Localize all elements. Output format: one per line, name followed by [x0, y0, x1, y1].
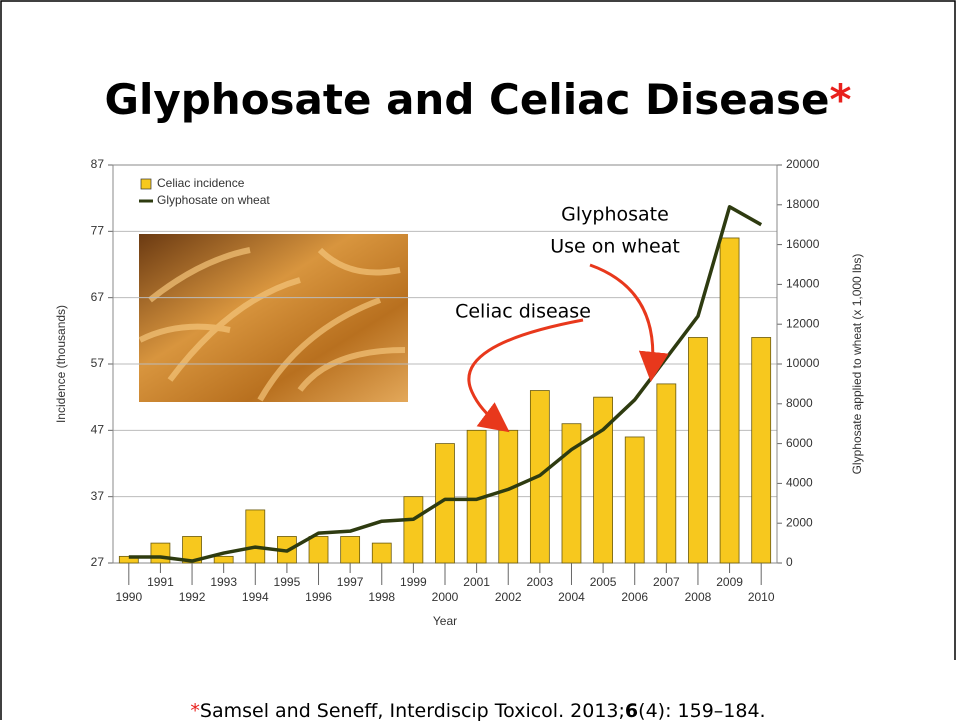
bar	[340, 536, 361, 564]
x-tick-label: 2006	[621, 590, 648, 604]
x-tick-label: 1999	[400, 575, 427, 589]
bar	[688, 337, 708, 564]
x-tick-label: 1991	[147, 575, 174, 589]
legend-label: Celiac incidence	[157, 176, 245, 190]
x-tick-label: 2010	[748, 590, 775, 604]
footnote-text: Samsel and Seneff, Interdiscip Toxicol. …	[200, 700, 625, 722]
bar	[751, 337, 772, 564]
y-tick-label: 47	[91, 423, 105, 437]
footnote-text: (4): 159–184.	[638, 700, 765, 722]
legend-label: Glyphosate on wheat	[157, 193, 270, 207]
y2-tick-label: 20000	[786, 157, 820, 171]
y-tick-label: 27	[91, 555, 105, 569]
title: Glyphosate and Celiac Disease*	[104, 75, 851, 124]
bar	[213, 555, 234, 564]
y2-tick-label: 8000	[786, 396, 813, 410]
y-axis-label: Incidence (thousands)	[54, 305, 68, 423]
annotation: Use on wheat	[550, 236, 680, 258]
title-mark: *	[830, 75, 852, 124]
y-tick-label: 77	[91, 224, 105, 238]
bar	[498, 429, 519, 564]
annotation: Celiac disease	[455, 301, 591, 323]
y2-tick-label: 18000	[786, 197, 820, 211]
x-tick-label: 1993	[210, 575, 237, 589]
bar	[245, 509, 266, 564]
y-tick-label: 67	[91, 290, 105, 304]
bar	[656, 383, 677, 564]
y2-tick-label: 2000	[786, 515, 813, 529]
x-tick-label: 1997	[337, 575, 364, 589]
footnote: *Samsel and Seneff, Interdiscip Toxicol.…	[190, 700, 765, 722]
x-axis-label: Year	[433, 614, 457, 628]
x-tick-label: 2003	[527, 575, 554, 589]
y2-tick-label: 16000	[786, 237, 820, 251]
y-tick-label: 37	[91, 489, 105, 503]
x-tick-label: 2007	[653, 575, 680, 589]
y-tick-label: 57	[91, 356, 105, 370]
x-tick-label: 2000	[432, 590, 459, 604]
y2-axis-label: Glyphosate applied to wheat (x 1,000 lbs…	[850, 254, 864, 475]
y2-tick-label: 4000	[786, 476, 813, 490]
y2-tick-label: 0	[786, 555, 793, 569]
footnote-bold: 6	[625, 700, 638, 722]
plot: 27 37 47 57 67 77 87 0 2000 4000 6000 8000 10000 1200…	[54, 157, 864, 628]
bar	[403, 496, 424, 564]
x-tick-label: 2004	[558, 590, 585, 604]
legend-swatch	[140, 178, 152, 190]
x-tick-label: 1990	[115, 590, 142, 604]
arrow	[589, 263, 669, 382]
wheat-photo	[138, 234, 408, 402]
y-tick-label: 87	[91, 157, 105, 171]
bar	[150, 542, 171, 564]
x-tick-label: 1998	[368, 590, 395, 604]
y2-tick-label: 10000	[786, 356, 820, 370]
x-tick-label: 2009	[716, 575, 743, 589]
y2-tick-label: 12000	[786, 316, 820, 330]
x-tick-label: 1995	[274, 575, 301, 589]
title-text: Glyphosate and Celiac Disease	[104, 75, 829, 124]
x-tick-label: 2008	[685, 590, 712, 604]
arrow	[467, 318, 584, 433]
x-tick-label: 1992	[179, 590, 206, 604]
bar	[719, 237, 740, 564]
x-tick-label: 2005	[590, 575, 617, 589]
bar	[371, 542, 392, 564]
x-tick-label: 2002	[495, 590, 522, 604]
bar	[308, 536, 329, 564]
annotation: Glyphosate	[561, 204, 669, 226]
bar	[624, 436, 645, 564]
x-tick-label: 2001	[463, 575, 490, 589]
y2-tick-label: 14000	[786, 277, 820, 291]
x-tick-label: 1994	[242, 590, 269, 604]
x-tick-label: 1996	[305, 590, 332, 604]
footnote-mark: *	[190, 700, 200, 722]
y2-tick-label: 6000	[786, 436, 813, 450]
